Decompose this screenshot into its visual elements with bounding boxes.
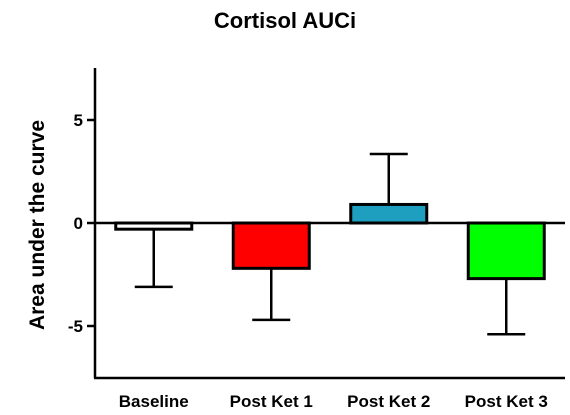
y-axis-label: Area under the curve (26, 120, 49, 330)
bar (466, 221, 546, 281)
y-tick-label: 0 (74, 214, 83, 233)
x-tick-label: Post Ket 1 (230, 392, 313, 411)
bar (349, 202, 429, 225)
bars-group (114, 202, 546, 281)
error-bars-group (134, 152, 526, 336)
chart-title: Cortisol AUCi (213, 8, 357, 33)
y-tick-label: 5 (74, 111, 83, 130)
labels-group: -5 0 5 Area under the curve Baseline Post Ket… (26, 111, 548, 411)
y-tick-label: -5 (68, 317, 83, 336)
bar (114, 221, 194, 231)
bar (231, 221, 311, 270)
x-tick-label: Baseline (119, 392, 189, 411)
x-tick-label: Post Ket 2 (347, 392, 430, 411)
x-tick-label: Post Ket 3 (465, 392, 548, 411)
